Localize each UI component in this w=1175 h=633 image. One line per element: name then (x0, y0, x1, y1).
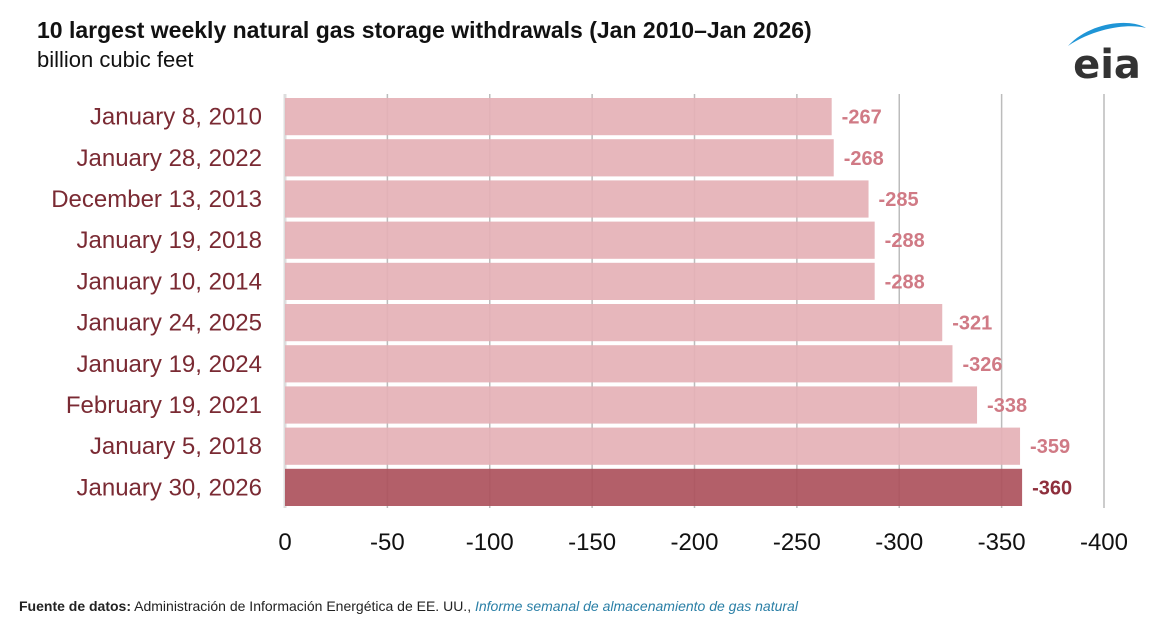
category-label: January 24, 2025 (77, 310, 262, 337)
x-tick-label: -200 (670, 529, 718, 556)
data-label: -326 (962, 354, 1002, 376)
chart-title: 10 largest weekly natural gas storage wi… (37, 17, 812, 43)
data-label: -338 (987, 395, 1027, 417)
source-text: Administración de Información Energética… (134, 598, 472, 614)
bar (285, 386, 978, 424)
chart-subtitle: billion cubic feet (37, 47, 194, 72)
bar (285, 304, 943, 342)
source-link[interactable]: Informe semanal de almacenamiento de gas… (474, 598, 798, 614)
data-label: -285 (879, 189, 919, 211)
category-label: January 28, 2022 (77, 145, 262, 172)
bar (285, 98, 832, 136)
category-label: January 10, 2014 (77, 268, 262, 295)
x-tick-label: -300 (875, 529, 923, 556)
logo-text: eia (1073, 42, 1141, 82)
x-tick-label: -400 (1080, 529, 1128, 556)
data-label: -288 (885, 230, 925, 252)
category-label: December 13, 2013 (51, 186, 262, 213)
data-label: -268 (844, 148, 884, 170)
bar (285, 468, 1023, 506)
x-tick-label: -100 (466, 529, 514, 556)
source-label: Fuente de datos: (19, 598, 132, 614)
category-label: January 19, 2018 (77, 227, 262, 254)
data-label: -360 (1032, 477, 1072, 499)
category-label: February 19, 2021 (66, 392, 262, 419)
x-tick-label: -50 (370, 529, 405, 556)
data-label: -359 (1030, 436, 1070, 458)
category-label: January 8, 2010 (90, 104, 262, 131)
data-label: -267 (842, 107, 882, 129)
bar (285, 180, 869, 218)
x-tick-label: -350 (978, 529, 1026, 556)
x-tick-label: -250 (773, 529, 821, 556)
category-label: January 19, 2024 (77, 351, 262, 378)
category-label: January 5, 2018 (90, 433, 262, 460)
data-label: -288 (885, 271, 925, 293)
bar (285, 427, 1021, 465)
category-label: January 30, 2026 (77, 474, 262, 501)
bar (285, 139, 834, 177)
x-tick-label: 0 (278, 529, 291, 556)
eia-logo: eia (1068, 22, 1146, 82)
bar (285, 221, 875, 259)
logo-arc-icon (1068, 22, 1146, 46)
data-label: -321 (952, 313, 992, 335)
x-tick-label: -150 (568, 529, 616, 556)
source-note: Fuente de datos: Administración de Infor… (19, 598, 798, 614)
bar (285, 345, 953, 383)
bar (285, 262, 875, 300)
